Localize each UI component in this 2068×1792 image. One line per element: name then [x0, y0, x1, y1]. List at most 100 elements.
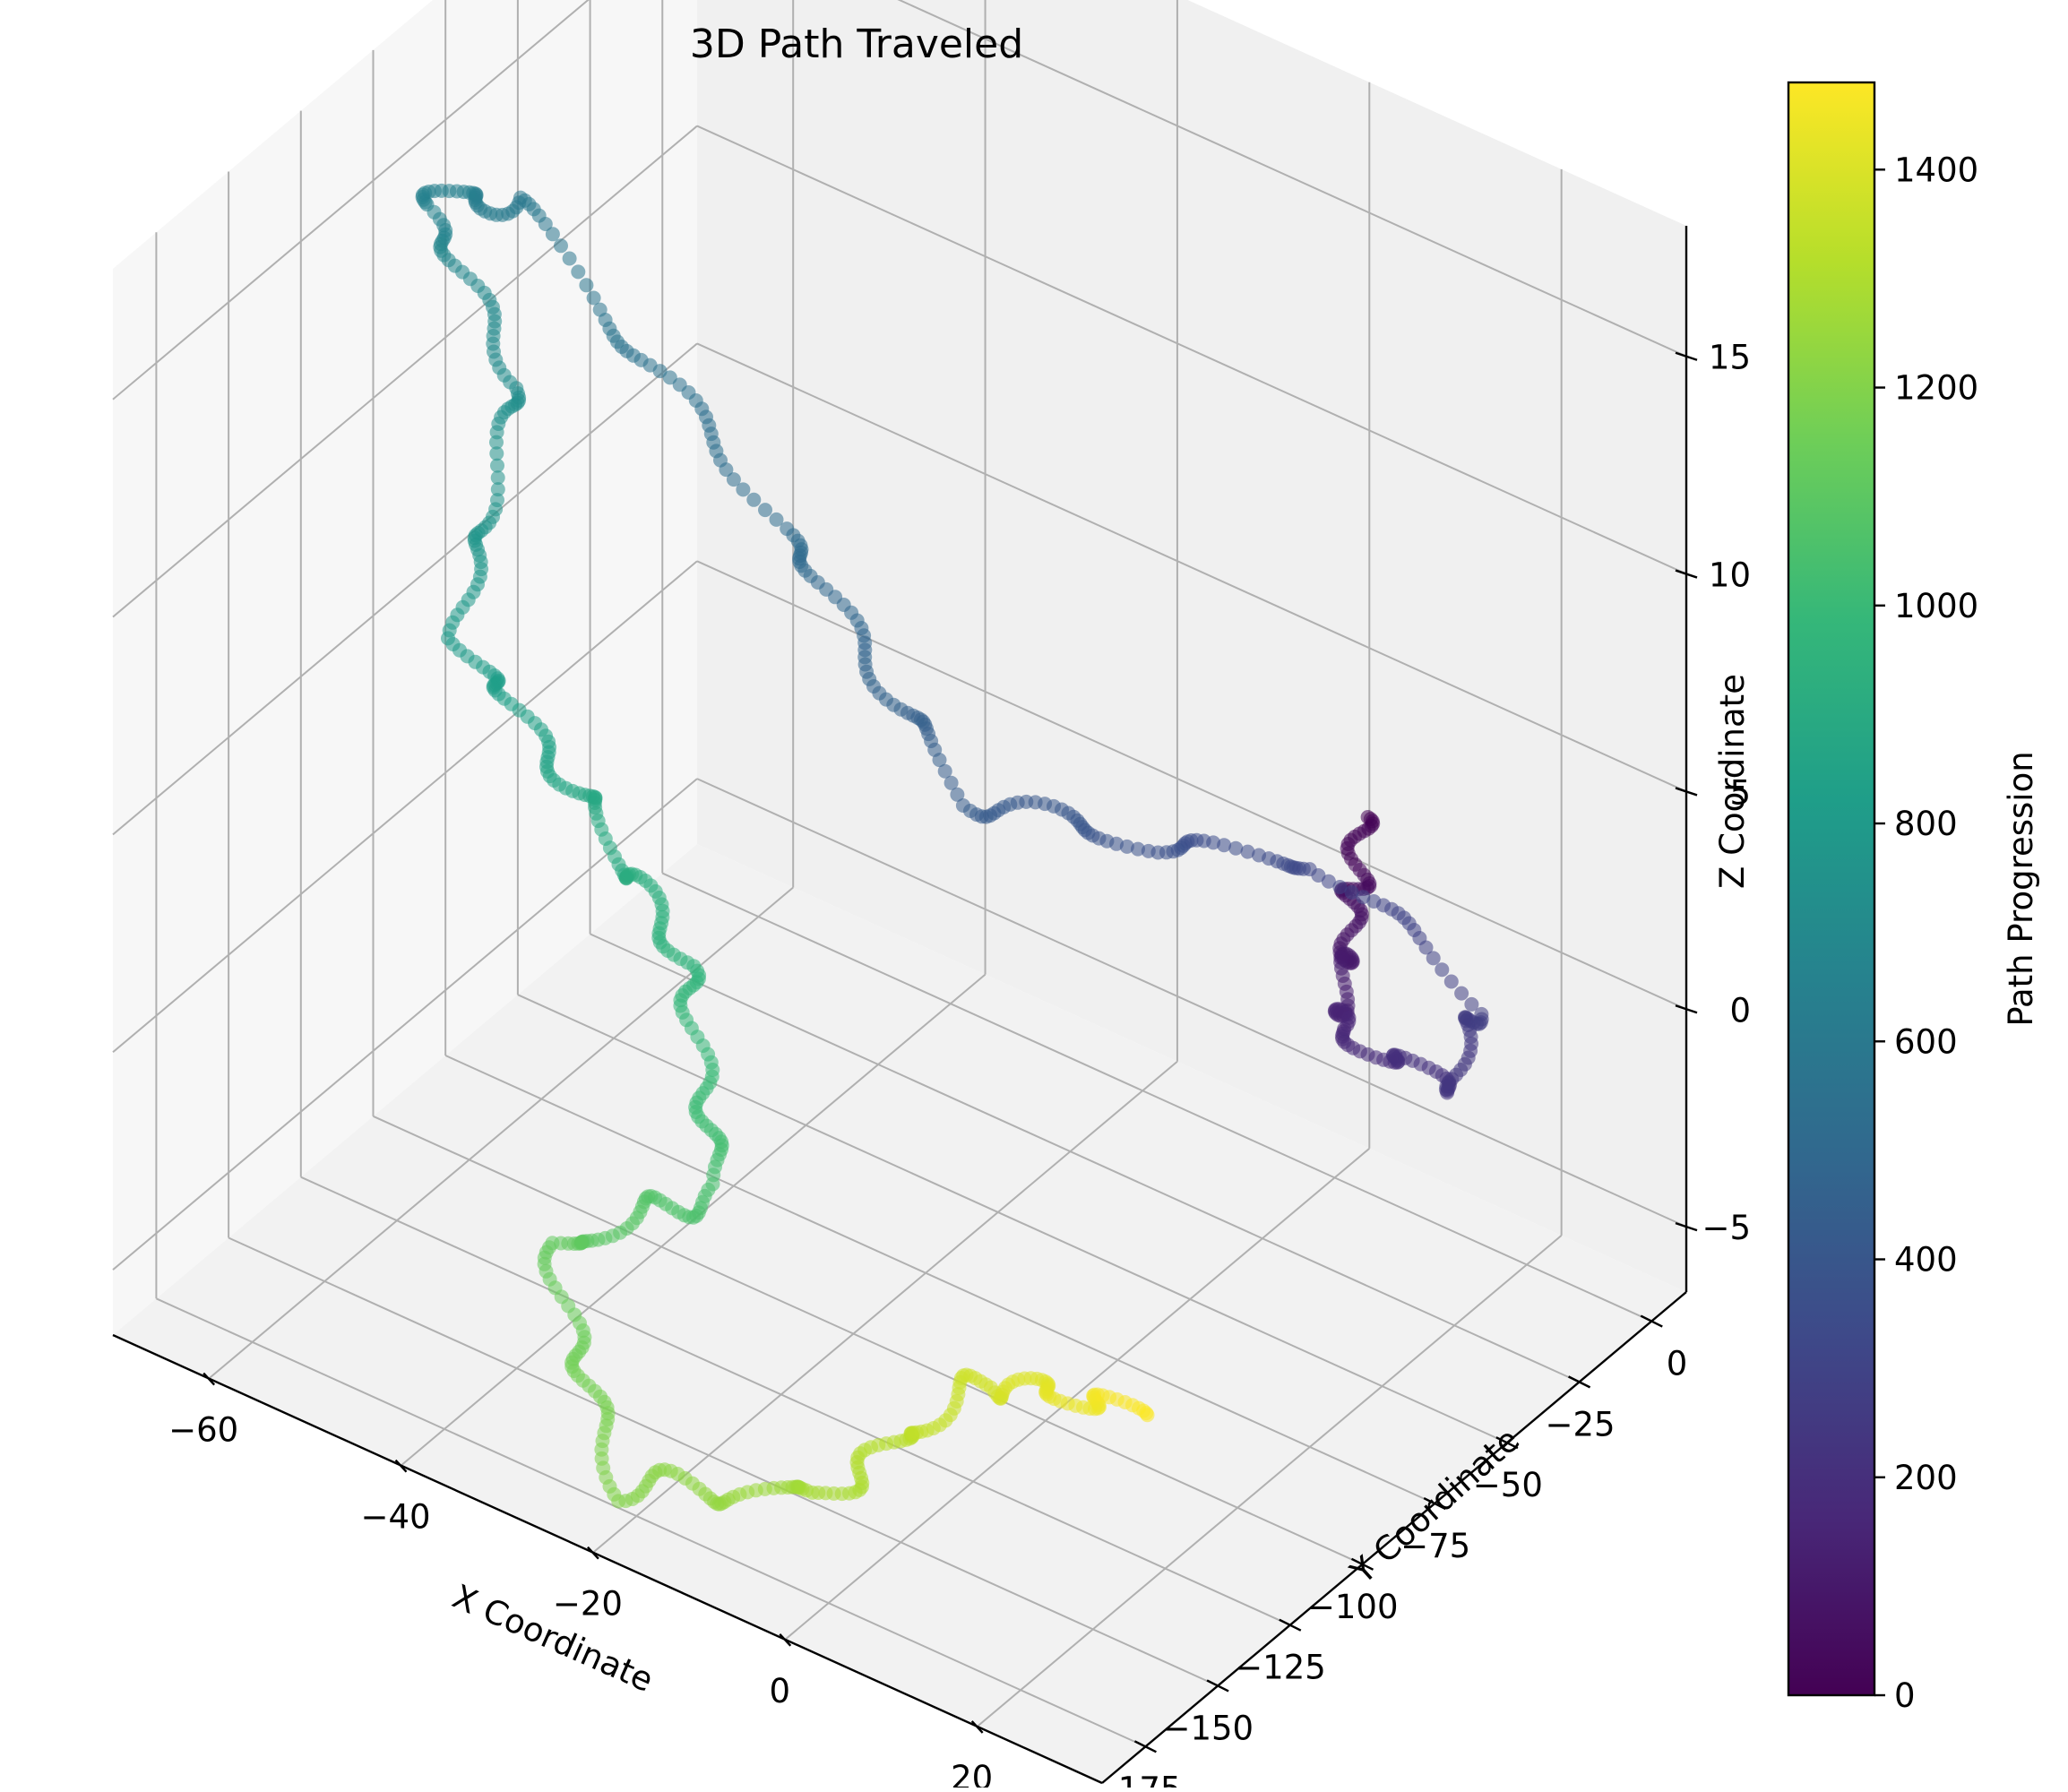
path-point [1240, 844, 1255, 859]
path-point [554, 238, 568, 254]
path-point [758, 503, 772, 518]
y-tick-label: 0 [1667, 1345, 1688, 1383]
path-point [1332, 880, 1348, 894]
path-point [1252, 848, 1266, 863]
z-tick-label: 5 [1729, 773, 1751, 812]
path-point [746, 492, 762, 507]
path-point [780, 521, 795, 537]
path-point [950, 787, 965, 802]
path-point [1356, 890, 1371, 905]
y-axis-line [1101, 1291, 1687, 1784]
y-tick-mark [1568, 1375, 1591, 1389]
z-tick-label: −5 [1702, 1209, 1751, 1247]
grid-line-z-side [112, 342, 698, 836]
z-tick-mark [1675, 569, 1698, 579]
colorbar-tick-label: 200 [1894, 1459, 1958, 1497]
grid-line-y-floor [156, 1297, 1146, 1748]
grid-line-z-side [112, 125, 698, 618]
grid-line-y-floor [517, 994, 1508, 1444]
x-tick-mark [970, 1720, 984, 1734]
z-tick-mark [1675, 351, 1698, 361]
grid-line-y-floor [300, 1176, 1291, 1626]
colorbar-tick-label: 0 [1894, 1676, 1916, 1715]
y-tick-label: −75 [1400, 1527, 1470, 1565]
colorbar-tick-label: 1000 [1894, 587, 1978, 625]
chart-title: 3D Path Traveled [690, 22, 1023, 67]
y-tick-label: −100 [1307, 1588, 1399, 1626]
path-point [490, 458, 504, 473]
grid-line-y-floor [444, 1055, 1435, 1504]
path-point [1474, 1006, 1489, 1021]
z-tick-mark [1675, 1004, 1698, 1014]
pane-left [113, 0, 697, 1335]
path-point [736, 482, 751, 497]
y-tick-label: −175 [1090, 1770, 1182, 1788]
pane-floor [113, 844, 1686, 1783]
colorbar-tick-label: 800 [1894, 805, 1958, 843]
path-point [1140, 1408, 1155, 1423]
grid-line-z-back [696, 125, 1687, 575]
grid-line-z-back [696, 778, 1687, 1228]
path-point [490, 470, 505, 486]
path-point [726, 472, 741, 487]
grid-line-y-floor [661, 872, 1652, 1322]
y-tick-label: −25 [1545, 1405, 1615, 1443]
grid-line-z-back [897, 0, 1687, 358]
path-point [586, 290, 601, 306]
y-tick-mark [1206, 1679, 1229, 1693]
path-point [955, 798, 970, 813]
colorbar-scale [1787, 81, 1876, 1697]
path-point [592, 302, 607, 317]
z-axis-label: Z Coordinate [1713, 674, 1752, 889]
z-tick-label: 10 [1709, 556, 1751, 595]
y-tick-mark [1640, 1314, 1663, 1328]
path-point [944, 775, 959, 790]
path-point [1426, 951, 1441, 966]
x-tick-mark [587, 1546, 599, 1560]
y-tick-mark [1279, 1618, 1302, 1632]
grid-line-z-back [696, 342, 1687, 793]
x-tick-label: 20 [951, 1759, 993, 1788]
path-point [562, 251, 577, 266]
path-point [769, 512, 784, 527]
path-point [490, 482, 505, 497]
y-tick-mark [1133, 1740, 1157, 1753]
colorbar-tick-label: 600 [1894, 1022, 1958, 1061]
grid-line-x-floor [592, 1060, 1178, 1554]
z-tick-label: 0 [1729, 991, 1751, 1030]
x-tick-label: −20 [553, 1585, 623, 1624]
x-tick-mark [779, 1633, 792, 1647]
colorbar-label: Path Progression [2002, 751, 2040, 1026]
y-tick-mark [1423, 1496, 1446, 1511]
path-point [1131, 841, 1145, 857]
x-tick-mark [202, 1372, 216, 1386]
path-point [1217, 838, 1232, 853]
colorbar-tick-label: 1400 [1894, 151, 1978, 189]
colorbar-tick-label: 400 [1894, 1241, 1958, 1279]
path-point [937, 763, 952, 779]
path-point [489, 446, 504, 461]
colorbar-tick-label: 1200 [1894, 369, 1978, 408]
path-point [545, 227, 560, 242]
path-point [579, 278, 594, 293]
y-tick-label: −50 [1473, 1466, 1543, 1504]
path-point [489, 435, 504, 450]
path-point [1435, 962, 1450, 978]
path-point [1366, 894, 1382, 909]
path-point [1443, 974, 1459, 989]
z-tick-mark [1675, 787, 1698, 797]
path-point [1454, 986, 1469, 1001]
path-point [571, 264, 586, 280]
grid-line-z-side [112, 560, 698, 1054]
x-tick-mark [394, 1459, 408, 1473]
z-tick-label: 15 [1709, 339, 1751, 377]
x-tick-label: −40 [361, 1498, 431, 1537]
x-axis-line [112, 1333, 1103, 1785]
y-tick-label: −125 [1235, 1649, 1326, 1687]
grid-line-y-floor [373, 1115, 1363, 1565]
grid-line-z-side [112, 778, 698, 1271]
grid-line-x-floor [784, 1148, 1370, 1641]
grid-line-y-floor [590, 933, 1580, 1383]
